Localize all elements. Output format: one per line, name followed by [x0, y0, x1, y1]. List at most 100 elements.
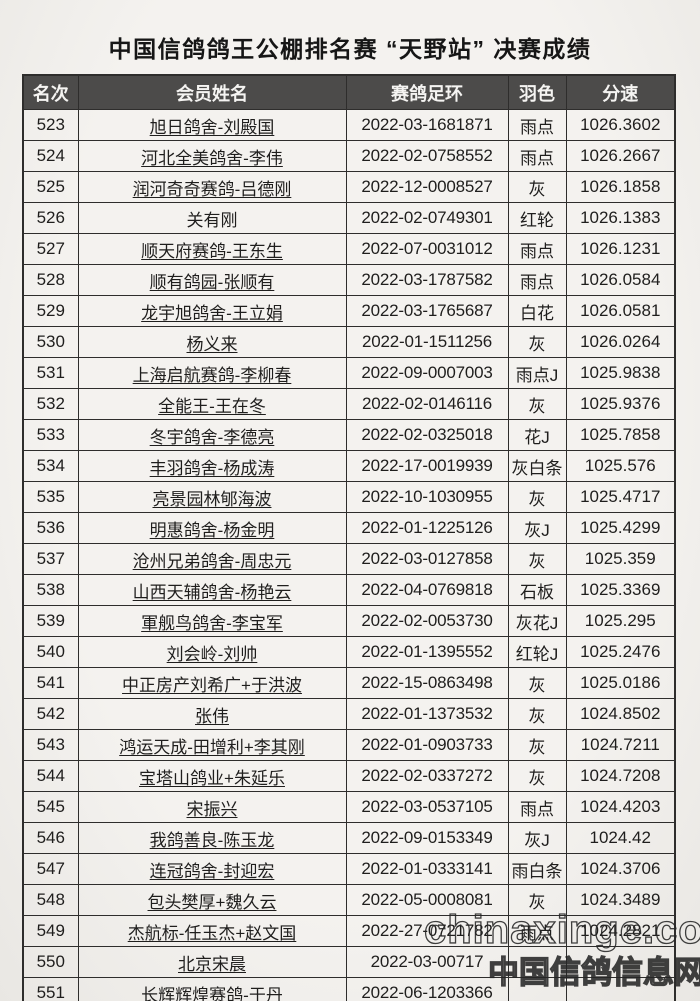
member-name-cell: 軍舰鸟鸽舍-李宝军: [77, 605, 347, 637]
member-name-text: 鸿运天成-田增利+李其刚: [119, 737, 305, 757]
member-name-cell: 冬宇鸽舍-李德亮: [77, 419, 347, 451]
speed-cell: 1026.0581: [565, 295, 676, 327]
ring-number-cell: 2022-03-0537105: [345, 791, 509, 823]
member-name-text: 宋振兴: [186, 799, 238, 819]
speed-cell: 1024.42: [565, 822, 676, 854]
rank-cell: 549: [22, 915, 79, 947]
ring-number-cell: 2022-02-0758552: [345, 140, 509, 172]
ring-number-cell: 2022-27-0721782: [345, 915, 509, 947]
rank-cell: 551: [22, 977, 79, 1001]
member-name-text: 杨义来: [186, 334, 238, 354]
ring-number-cell: 2022-15-0863498: [345, 667, 509, 699]
feather-color-cell: 灰: [507, 667, 567, 699]
speed-cell: 1025.576: [565, 450, 676, 482]
member-name-text: 丰羽鸽舍-杨成涛: [149, 458, 275, 478]
member-name-cell: 龙宇旭鸽舍-王立娟: [77, 295, 347, 327]
feather-color-cell: 灰: [507, 543, 567, 575]
ring-number-cell: 2022-07-0031012: [345, 233, 509, 265]
feather-color-cell: 雨点: [507, 233, 567, 265]
rank-cell: 543: [22, 729, 79, 761]
ring-number-cell: 2022-01-0903733: [345, 729, 509, 761]
rank-cell: 529: [22, 295, 79, 327]
table-row: 539 軍舰鸟鸽舍-李宝军 2022-02-0053730 灰花J 1025.2…: [22, 605, 676, 637]
rank-cell: 545: [22, 791, 79, 823]
rank-cell: 546: [22, 822, 79, 854]
ring-number-cell: 2022-04-0769818: [345, 574, 509, 606]
ring-number-cell: 2022-02-0337272: [345, 760, 509, 792]
rank-cell: 526: [22, 202, 79, 234]
speed-cell: 1024.7208: [565, 760, 676, 792]
header-row: 名次 会员姓名 赛鸽足环 羽色 分速: [22, 74, 676, 110]
feather-color-cell: 雨白条: [507, 853, 567, 885]
feather-color-cell: 雨点: [507, 915, 567, 947]
speed-cell: 1024.8502: [565, 698, 676, 730]
ring-number-cell: 2022-02-0053730: [345, 605, 509, 637]
feather-color-cell: 雨点: [507, 140, 567, 172]
member-name-cell: 张伟: [77, 698, 347, 730]
member-name-cell: 顺有鸽园-张顺有: [77, 264, 347, 296]
member-name-text: 顺有鸽园-张顺有: [149, 272, 275, 292]
ring-number-cell: 2022-02-0146116: [345, 388, 509, 420]
rank-cell: 524: [22, 140, 79, 172]
ring-number-cell: 2022-12-0008527: [345, 171, 509, 203]
member-name-cell: 上海启航赛鸽-李柳春: [77, 357, 347, 389]
ring-number-cell: 2022-03-1681871: [345, 109, 509, 141]
member-name-cell: 连冠鸽舍-封迎宏: [77, 853, 347, 885]
rank-cell: 530: [22, 326, 79, 358]
member-name-text: 关有刚: [186, 210, 238, 230]
speed-cell: 1024.3489: [565, 884, 676, 916]
member-name-cell: 全能王-王在冬: [77, 388, 347, 420]
speed-cell: 1025.2476: [565, 636, 676, 668]
results-table-body: 523 旭日鸽舍-刘殿国 2022-03-1681871 雨点 1026.360…: [22, 109, 676, 1001]
member-name-text: 连冠鸽舍-封迎宏: [149, 861, 275, 881]
feather-color-cell: [507, 977, 567, 1001]
member-name-cell: 关有刚: [77, 202, 347, 234]
feather-color-cell: 灰J: [507, 512, 567, 544]
feather-color-cell: 灰: [507, 171, 567, 203]
rank-cell: 542: [22, 698, 79, 730]
table-row: 545 宋振兴 2022-03-0537105 雨点 1024.4203: [22, 791, 676, 823]
table-row: 534 丰羽鸽舍-杨成涛 2022-17-0019939 灰白条 1025.57…: [22, 450, 676, 482]
member-name-text: 顺天府赛鸽-王东生: [141, 241, 283, 261]
ring-number-cell: 2022-01-1511256: [345, 326, 509, 358]
speed-cell: 1024.3706: [565, 853, 676, 885]
member-name-cell: 北京宋晨: [77, 946, 347, 978]
member-name-cell: 沧州兄弟鸽舍-周忠元: [77, 543, 347, 575]
header-speed: 分速: [565, 74, 676, 110]
table-row: 549 杰航标-任玉杰+赵文国 2022-27-0721782 雨点 1024.…: [22, 915, 676, 947]
member-name-cell: 山西天辅鸽舍-杨艳云: [77, 574, 347, 606]
speed-cell: 1026.1858: [565, 171, 676, 203]
ring-number-cell: 2022-09-0153349: [345, 822, 509, 854]
rank-cell: 538: [22, 574, 79, 606]
rank-cell: 531: [22, 357, 79, 389]
feather-color-cell: 石板: [507, 574, 567, 606]
member-name-cell: 明惠鸽舍-杨金明: [77, 512, 347, 544]
ring-number-cell: 2022-06-1203366: [345, 977, 509, 1001]
member-name-cell: 丰羽鸽舍-杨成涛: [77, 450, 347, 482]
speed-cell: [565, 977, 676, 1001]
speed-cell: 1026.1383: [565, 202, 676, 234]
feather-color-cell: 雨点J: [507, 357, 567, 389]
member-name-cell: 宋振兴: [77, 791, 347, 823]
speed-cell: 1026.2667: [565, 140, 676, 172]
ring-number-cell: 2022-17-0019939: [345, 450, 509, 482]
page-title: 中国信鸽鸽王公棚排名赛 “天野站” 决赛成绩: [108, 36, 592, 62]
member-name-text: 润河奇奇赛鸽-吕德刚: [132, 179, 292, 199]
member-name-cell: 中正房产刘希广+于洪波: [77, 667, 347, 699]
speed-cell: 1025.4717: [565, 481, 676, 513]
table-row: 531 上海启航赛鸽-李柳春 2022-09-0007003 雨点J 1025.…: [22, 357, 676, 389]
header-rank: 名次: [22, 74, 79, 110]
rank-cell: 536: [22, 512, 79, 544]
table-row: 528 顺有鸽园-张顺有 2022-03-1787582 雨点 1026.058…: [22, 264, 676, 296]
member-name-text: 河北全美鸽舍-李伟: [141, 148, 283, 168]
table-row: 524 河北全美鸽舍-李伟 2022-02-0758552 雨点 1026.26…: [22, 140, 676, 172]
member-name-cell: 亮景园林郇海波: [77, 481, 347, 513]
rank-cell: 527: [22, 233, 79, 265]
header-ring: 赛鸽足环: [345, 74, 509, 110]
ring-number-cell: 2022-05-0008081: [345, 884, 509, 916]
table-row: 529 龙宇旭鸽舍-王立娟 2022-03-1765687 白花 1026.05…: [22, 295, 676, 327]
feather-color-cell: 灰J: [507, 822, 567, 854]
member-name-text: 北京宋晨: [178, 954, 246, 974]
ring-number-cell: 2022-01-1395552: [345, 636, 509, 668]
